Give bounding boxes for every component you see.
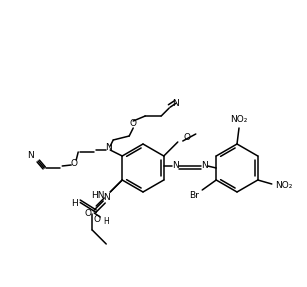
Text: H: H [103, 216, 109, 226]
Text: N: N [105, 144, 111, 152]
Text: N: N [27, 150, 33, 160]
Text: O: O [130, 119, 137, 129]
Text: H: H [71, 199, 78, 208]
Text: N: N [173, 162, 179, 170]
Text: HN: HN [91, 191, 104, 201]
Text: Br: Br [189, 191, 199, 201]
Text: N: N [103, 193, 110, 203]
Text: N: N [201, 162, 208, 170]
Text: NO₂: NO₂ [230, 115, 248, 125]
Text: N: N [172, 100, 179, 108]
Text: O: O [94, 216, 101, 224]
Text: O: O [71, 160, 78, 168]
Text: O: O [183, 133, 190, 143]
Text: NO₂: NO₂ [275, 181, 293, 191]
Text: O: O [85, 208, 92, 218]
